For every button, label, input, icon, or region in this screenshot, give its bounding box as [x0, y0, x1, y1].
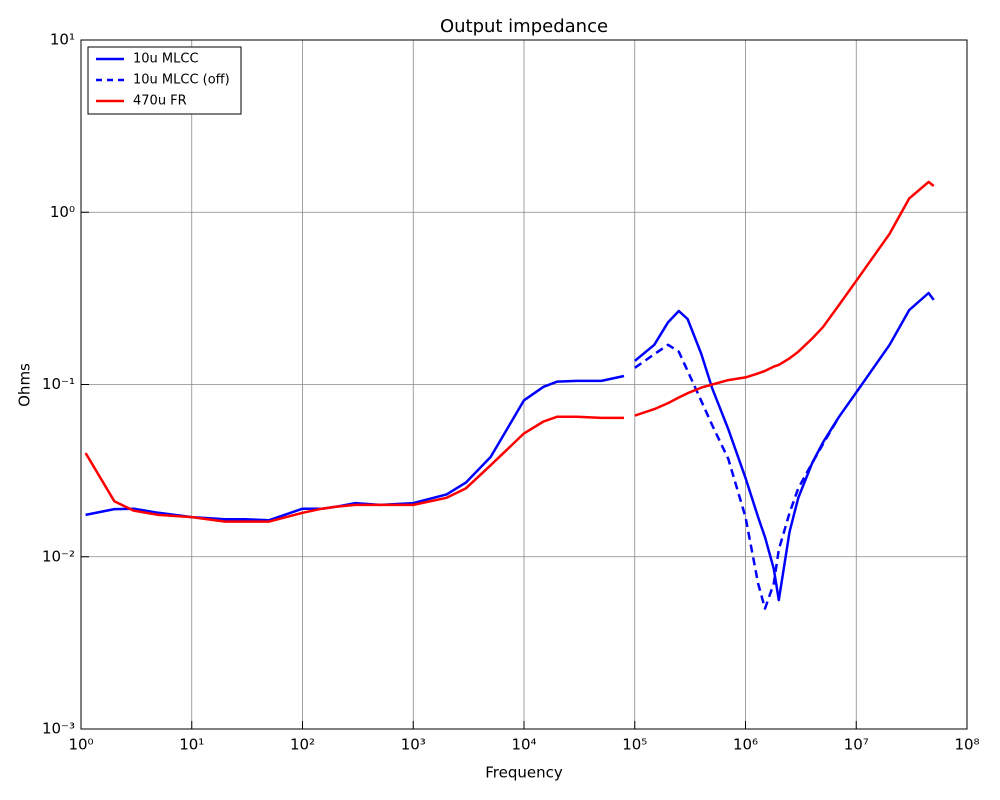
x-axis-label: Frequency: [485, 764, 563, 782]
y-tick-label: 10⁻²: [42, 547, 75, 565]
x-tick-label: 10⁷: [844, 736, 869, 754]
data-line: [84, 180, 935, 523]
x-tick-label: 10²: [290, 736, 315, 754]
plot-frame: [80, 39, 968, 730]
x-tick-label: 10⁴: [511, 736, 536, 754]
y-tick-label: 10⁰: [50, 203, 75, 221]
legend-text: 10u MLCC (off): [133, 73, 230, 88]
data-line: [634, 343, 841, 610]
y-tick-label: 10¹: [50, 31, 75, 49]
y-tick-label: 10⁻³: [42, 720, 75, 738]
x-tick-label: 10¹: [179, 736, 204, 754]
x-tick-label: 10⁸: [954, 736, 979, 754]
y-tick-label: 10⁻¹: [42, 375, 75, 393]
chart-title: Output impedance: [440, 16, 608, 37]
x-tick-label: 10³: [401, 736, 426, 754]
x-tick-label: 10⁶: [733, 736, 758, 754]
x-tick-label: 10⁵: [622, 736, 647, 754]
x-tick-label: 10⁰: [68, 736, 93, 754]
legend-text: 10u MLCC: [133, 52, 199, 67]
y-axis-label: Ohms: [16, 363, 34, 407]
legend-text: 470u FR: [133, 94, 187, 109]
